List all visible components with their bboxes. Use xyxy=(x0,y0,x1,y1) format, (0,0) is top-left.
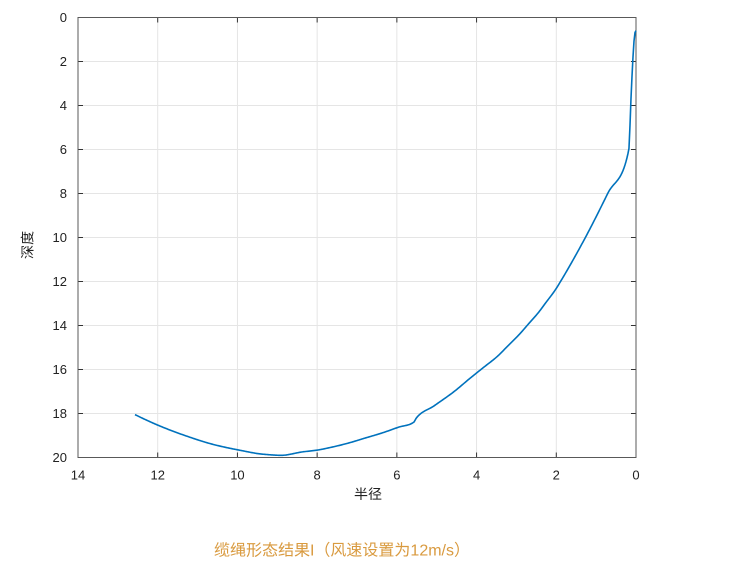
svg-text:2: 2 xyxy=(553,468,560,483)
svg-text:0: 0 xyxy=(60,10,67,25)
svg-text:14: 14 xyxy=(71,468,85,483)
svg-text:缆绳形态结果I（风速设置为12m/s）: 缆绳形态结果I（风速设置为12m/s） xyxy=(214,542,470,560)
svg-text:深度: 深度 xyxy=(20,231,36,259)
svg-text:半径: 半径 xyxy=(354,486,382,502)
svg-text:8: 8 xyxy=(314,468,321,483)
svg-text:8: 8 xyxy=(60,186,67,201)
svg-text:4: 4 xyxy=(473,468,480,483)
svg-text:0: 0 xyxy=(632,468,639,483)
svg-text:10: 10 xyxy=(53,230,67,245)
svg-text:12: 12 xyxy=(150,468,164,483)
svg-text:12: 12 xyxy=(53,274,67,289)
svg-text:16: 16 xyxy=(53,362,67,377)
svg-text:4: 4 xyxy=(60,98,67,113)
svg-text:6: 6 xyxy=(60,142,67,157)
svg-text:18: 18 xyxy=(53,406,67,421)
svg-text:10: 10 xyxy=(230,468,244,483)
svg-text:14: 14 xyxy=(53,318,67,333)
svg-text:20: 20 xyxy=(53,450,67,465)
svg-text:6: 6 xyxy=(393,468,400,483)
svg-text:2: 2 xyxy=(60,54,67,69)
